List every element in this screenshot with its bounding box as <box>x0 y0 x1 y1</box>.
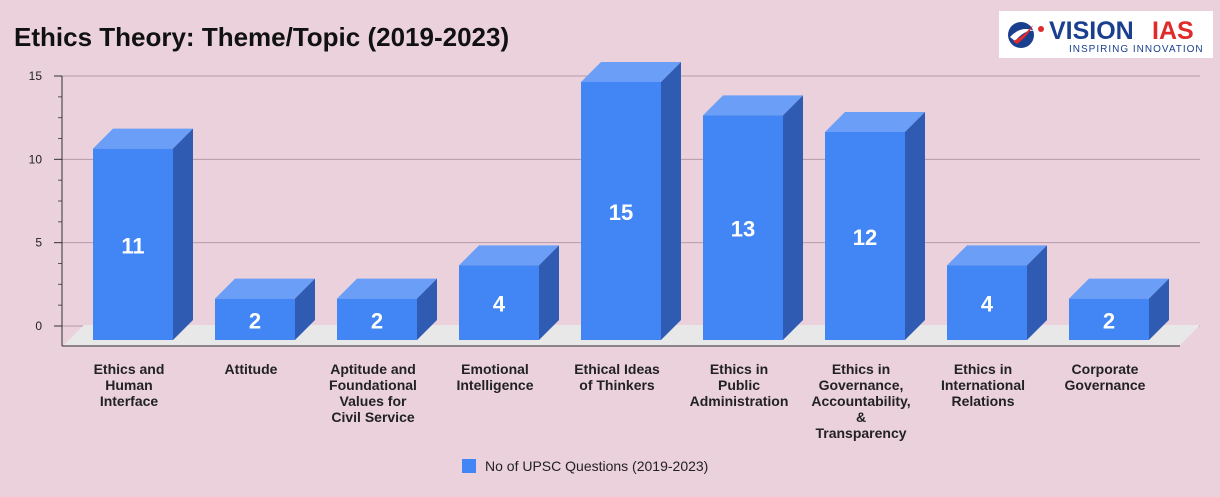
bar-value-label: 2 <box>371 308 383 333</box>
bar-value-label: 13 <box>731 217 755 242</box>
x-category-label-line: Intelligence <box>456 377 533 393</box>
bar-side-face <box>173 128 193 340</box>
x-category-label-line: Administration <box>690 393 789 409</box>
x-category-label-line: Ethics in <box>832 361 890 377</box>
bar: 2 <box>1069 278 1169 340</box>
bar-top-face <box>581 62 681 82</box>
bar-top-face <box>459 245 559 266</box>
x-category-label-line: Foundational <box>329 377 417 393</box>
x-category-label: Ethics in International Relations <box>941 361 1025 409</box>
x-category-label-line: Emotional <box>461 361 529 377</box>
x-category-label-line: & <box>856 409 866 425</box>
x-category-label: Attitude <box>225 361 278 377</box>
x-category-label-line: Ethics in <box>954 361 1012 377</box>
y-tick-label: 10 <box>29 152 43 166</box>
chart-title: Ethics Theory: Theme/Topic (2019-2023) <box>14 22 510 52</box>
x-category-label-line: Accountability, <box>811 393 910 409</box>
x-category-label-line: Interface <box>100 393 159 409</box>
x-category-label-line: Relations <box>951 393 1014 409</box>
bar-side-face <box>539 245 559 340</box>
bar: 4 <box>459 245 559 340</box>
x-category-label-line: Ethical Ideas <box>574 361 660 377</box>
x-category-label-line: Ethics and <box>94 361 165 377</box>
bar-top-face <box>1069 278 1169 299</box>
bar-top-face <box>337 278 437 299</box>
bar-side-face <box>1149 278 1169 340</box>
legend: No of UPSC Questions (2019-2023) <box>462 458 708 474</box>
bar-side-face <box>1027 245 1047 340</box>
logo-brand-accent: IAS <box>1152 17 1194 45</box>
bar-top-face <box>93 128 193 149</box>
bar-front-face <box>703 115 783 340</box>
x-category-label: Corporate Governance <box>1065 361 1146 393</box>
x-category-label-line: International <box>941 377 1025 393</box>
bar-value-label: 11 <box>121 233 144 258</box>
bar-side-face <box>783 95 803 340</box>
bar-side-face <box>905 112 925 340</box>
bar-front-face <box>581 82 661 340</box>
x-category-label: Ethics and Human Interface <box>94 361 165 409</box>
bar: 15 <box>581 62 681 340</box>
bar-value-label: 2 <box>1103 308 1115 333</box>
vision-ias-logo: VISION IAS INSPIRING INNOVATION <box>999 11 1213 58</box>
bar-value-label: 2 <box>249 308 261 333</box>
bar-front-face <box>459 265 539 340</box>
bar: 4 <box>947 245 1047 340</box>
x-category-label: Ethics in Public Administration <box>690 361 789 409</box>
y-tick-label: 15 <box>29 69 43 83</box>
bar-value-label: 4 <box>981 292 994 317</box>
x-category-label-line: Transparency <box>815 425 906 441</box>
bar: 2 <box>337 278 437 340</box>
bar-value-label: 12 <box>853 225 877 250</box>
bar-front-face <box>215 298 295 340</box>
bar-top-face <box>215 278 315 299</box>
bar-front-face <box>947 265 1027 340</box>
x-category-label: Aptitude and Foundational Values for Civil … <box>329 361 417 425</box>
x-category-label-line: Human <box>105 377 152 393</box>
bar-side-face <box>417 278 437 340</box>
bar-top-face <box>947 245 1047 266</box>
y-tick-label: 5 <box>35 236 42 250</box>
bar: 11 <box>93 128 193 340</box>
y-axis: 0 5 10 15 <box>29 69 1180 347</box>
x-category-label-line: Civil Service <box>331 409 414 425</box>
bar: 13 <box>703 95 803 340</box>
logo-tagline: INSPIRING INNOVATION <box>1069 44 1204 55</box>
bar-value-label: 15 <box>609 200 633 225</box>
x-category-label: Ethics in Governance, Accountability, & Tran… <box>811 361 910 441</box>
x-axis-labels: Ethics and Human Interface Attitude Aptitude… <box>94 361 1146 441</box>
x-category-label-line: Governance <box>1065 377 1146 393</box>
bars: 11 2 2 4 15 13 12 4 2 <box>93 62 1169 340</box>
bar-front-face <box>93 148 173 340</box>
legend-swatch <box>462 459 476 473</box>
x-category-label-line: Values for <box>340 393 407 409</box>
x-category-label-line: Attitude <box>225 361 278 377</box>
bar-value-label: 4 <box>493 292 506 317</box>
x-category-label: Emotional Intelligence <box>456 361 533 393</box>
bar-front-face <box>1069 298 1149 340</box>
bar: 2 <box>215 278 315 340</box>
y-tick-label: 0 <box>35 319 42 333</box>
bar-front-face <box>825 132 905 340</box>
bar-side-face <box>295 278 315 340</box>
logo-brand-primary: VISION <box>1049 17 1134 45</box>
x-category-label: Ethical Ideas of Thinkers <box>574 361 660 393</box>
x-category-label-line: Corporate <box>1072 361 1139 377</box>
x-category-label-line: Governance, <box>819 377 904 393</box>
bar-side-face <box>661 62 681 340</box>
bar-top-face <box>703 95 803 116</box>
legend-label: No of UPSC Questions (2019-2023) <box>485 458 709 474</box>
bar-top-face <box>825 112 925 132</box>
x-category-label-line: Aptitude and <box>330 361 416 377</box>
x-category-label-line: of Thinkers <box>579 377 655 393</box>
bar: 12 <box>825 112 925 340</box>
globe-icon <box>1008 22 1044 48</box>
bar-front-face <box>337 298 417 340</box>
x-category-label-line: Ethics in <box>710 361 768 377</box>
x-category-label-line: Public <box>718 377 760 393</box>
